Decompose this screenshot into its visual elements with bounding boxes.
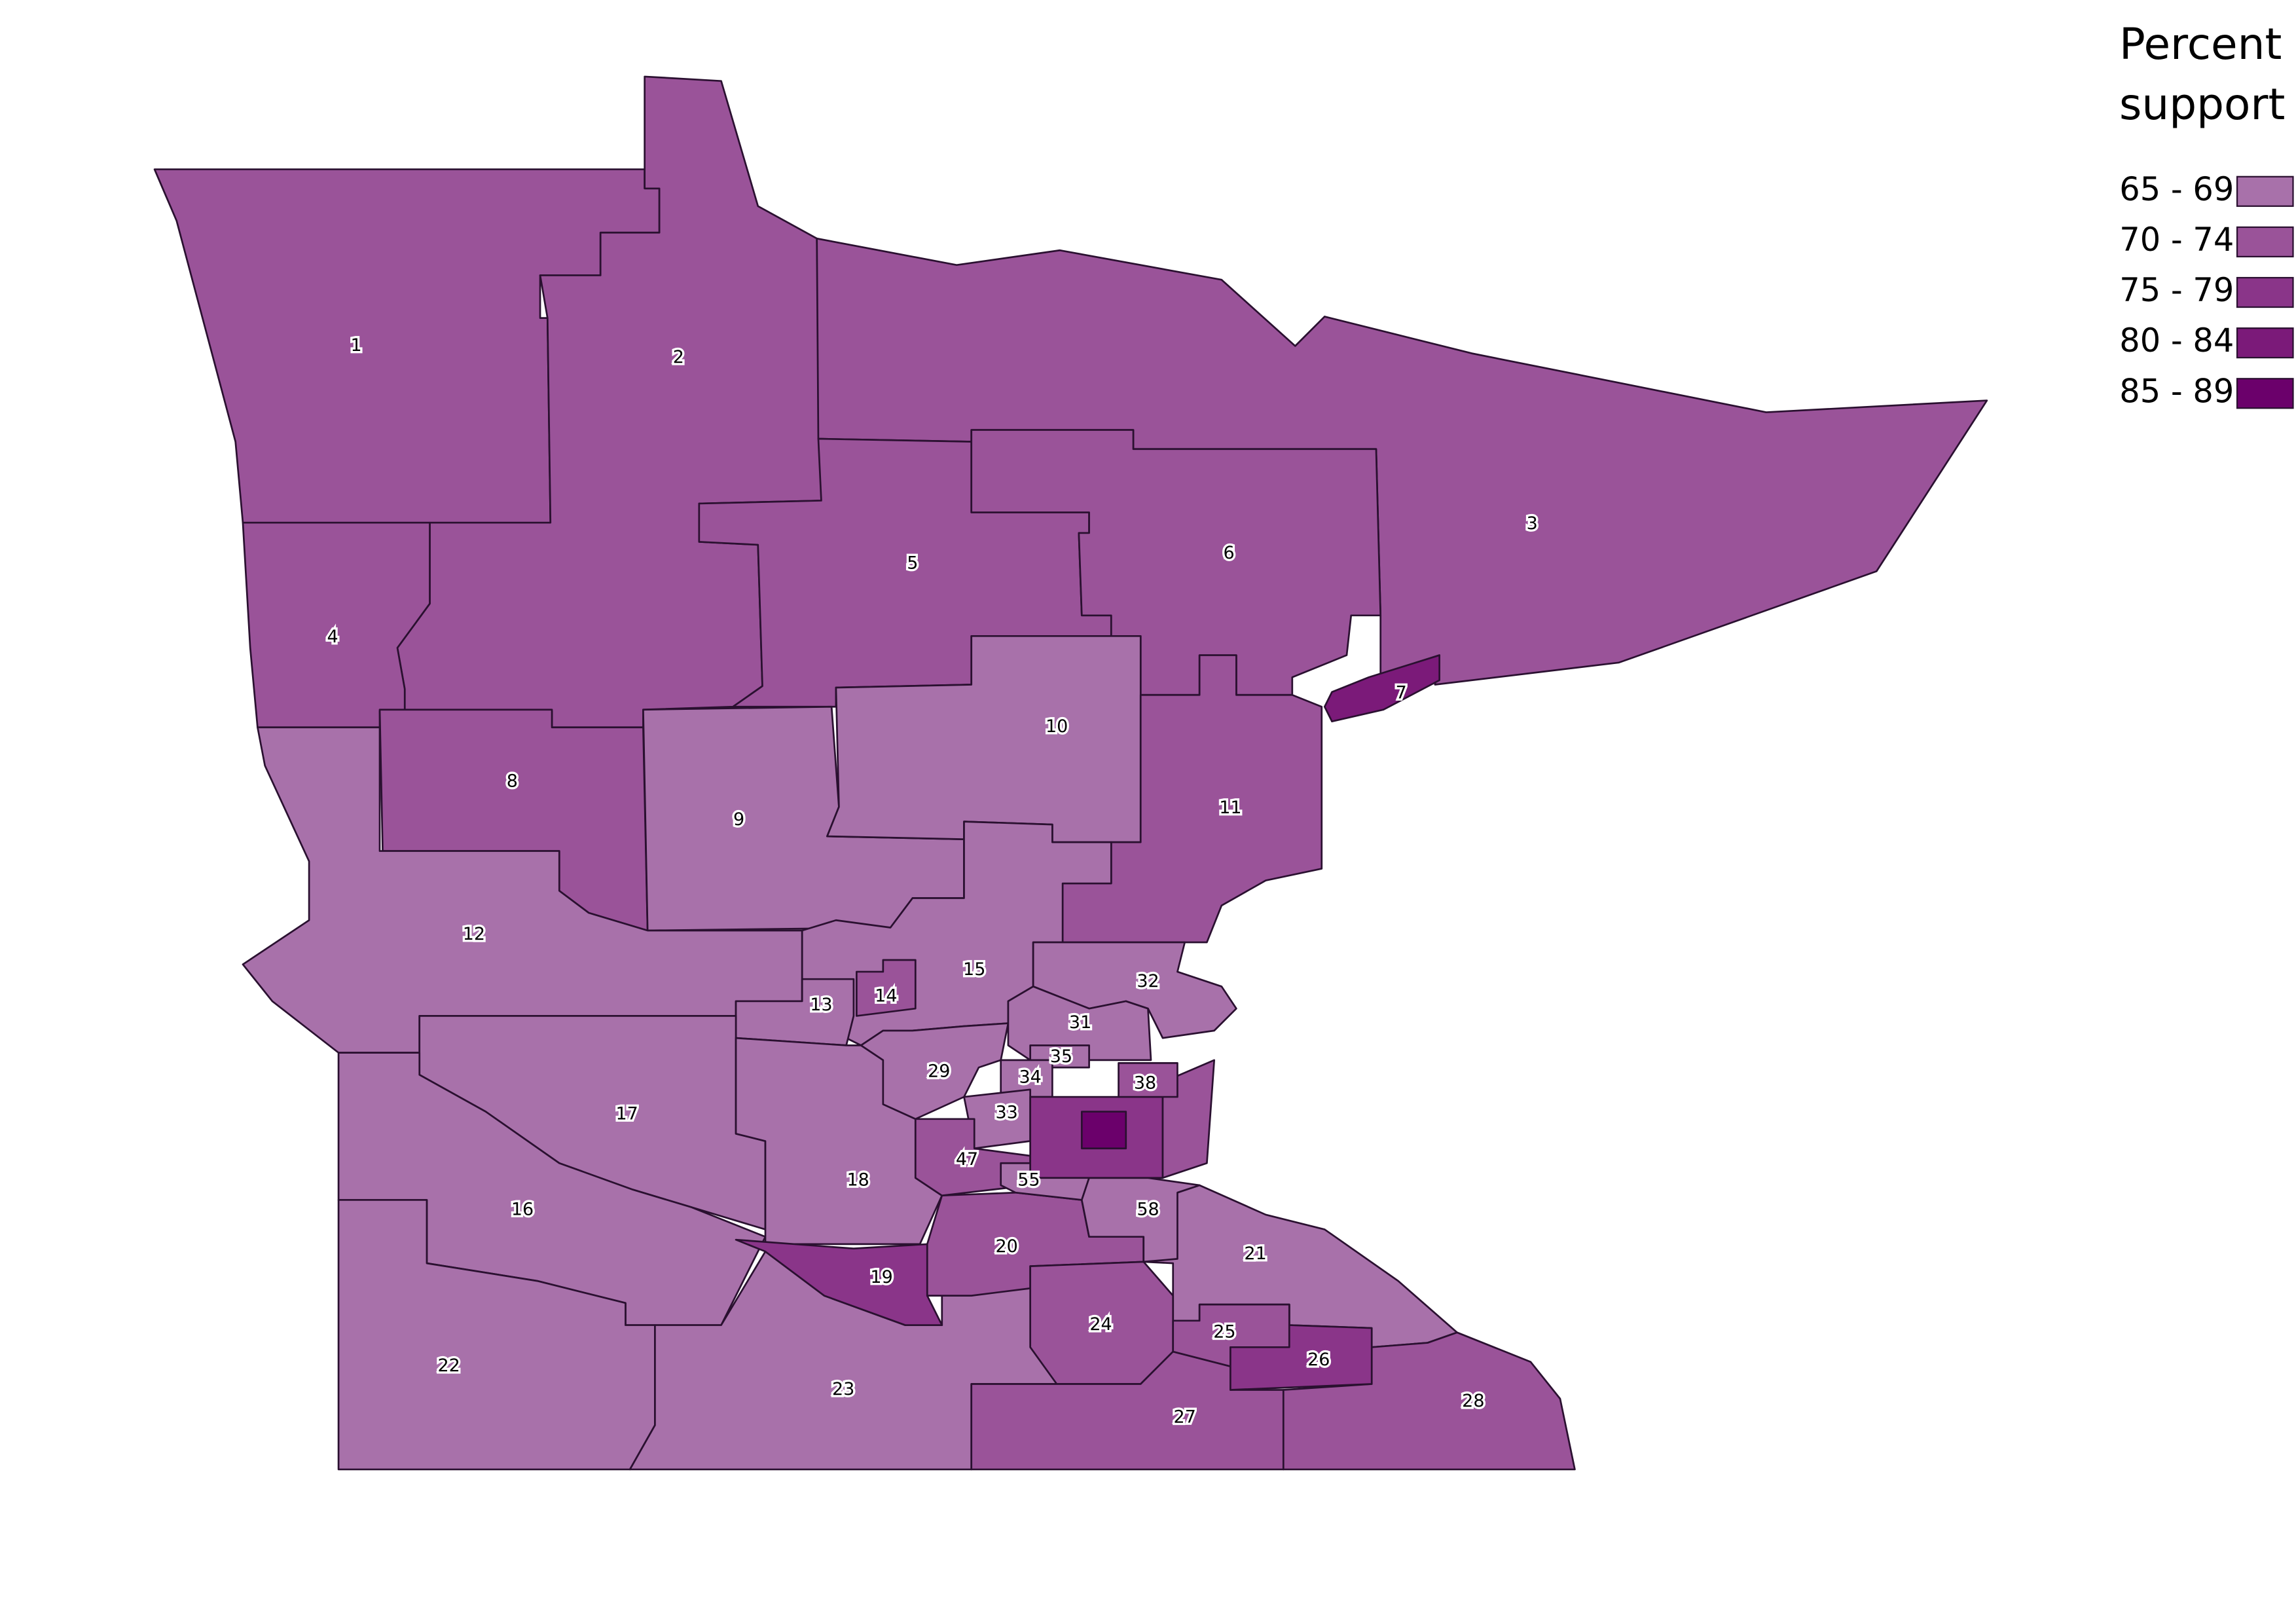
legend-swatch [2236,226,2294,258]
district [1323,654,1440,723]
district-label: 17 [616,1104,638,1124]
district-label: 26 [1307,1350,1330,1370]
district [242,521,431,729]
district-label: 14 [875,986,897,1006]
district-label: 12 [463,924,485,944]
district-label: 58 [1137,1200,1159,1220]
district [1230,1303,1373,1391]
legend-label: 85 - 89 [2119,372,2234,410]
district-label: 35 [1050,1046,1072,1067]
district-label: 38 [1134,1073,1156,1093]
district-label: 55 [1017,1170,1040,1190]
district [1080,1111,1127,1150]
legend-label: 65 - 69 [2119,170,2234,208]
district-label: 1 [350,335,361,356]
district-label: 32 [1137,971,1159,991]
district [1118,1062,1178,1098]
legend-swatch [2236,175,2294,207]
district-label: 28 [1462,1391,1484,1411]
legend-label: 70 - 74 [2119,221,2234,259]
district-label: 3 [1527,513,1538,534]
district-label: 27 [1174,1407,1196,1428]
district-label: 19 [870,1267,892,1287]
district-label: 34 [1019,1067,1041,1087]
legend-title: Percent support [2119,19,2286,130]
district-label: 29 [928,1061,950,1081]
legend-swatch [2236,276,2294,308]
district-label: 23 [832,1379,854,1399]
district [735,1238,943,1326]
district-label: 18 [847,1170,869,1190]
district [1080,1177,1201,1263]
district-label: 7 [1396,683,1407,703]
district-label: 20 [996,1236,1018,1257]
district-label: 13 [810,995,832,1015]
district [337,1199,656,1471]
district-label: 8 [507,771,518,791]
district-label: 5 [907,553,918,574]
district-label: 31 [1069,1012,1091,1033]
district [856,959,917,1017]
legend-label: 80 - 84 [2119,322,2234,360]
legend-swatch [2236,327,2294,359]
legend-label: 75 - 79 [2119,271,2234,309]
district [1007,986,1152,1061]
district-label: 25 [1213,1321,1235,1342]
district-label: 10 [1046,716,1068,737]
district [860,1022,1010,1120]
district-label: 47 [956,1149,978,1170]
district-label: 4 [327,627,338,647]
district-label: 9 [733,809,744,830]
district-label: 15 [963,959,985,980]
district-label: 24 [1089,1314,1112,1335]
district-label: 21 [1244,1244,1266,1264]
legend-swatch [2236,378,2294,409]
district-label: 22 [438,1356,460,1376]
district-label: 33 [996,1102,1018,1122]
district-label: 11 [1219,798,1241,818]
district-label: 6 [1224,543,1235,563]
district-label: 2 [673,347,684,367]
district-label: 16 [511,1200,534,1220]
